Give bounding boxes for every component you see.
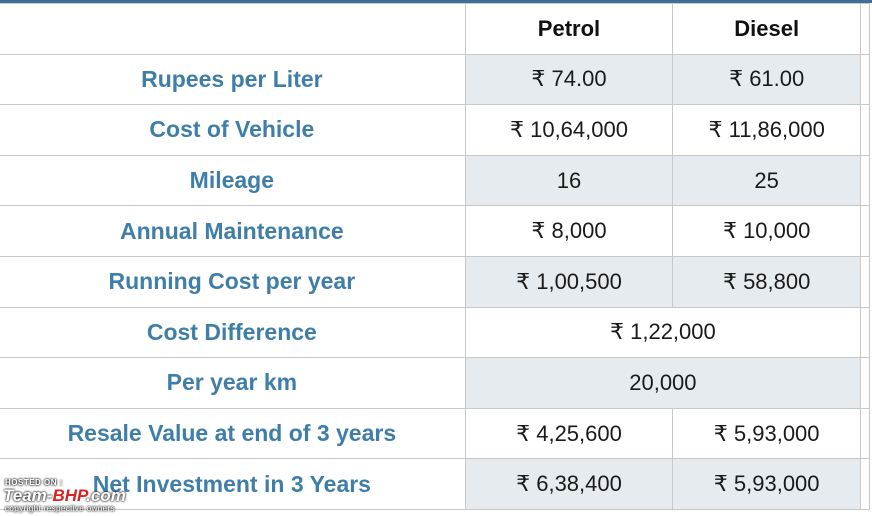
edge-cell [860,3,870,55]
fuel-comparison-table: Petrol Diesel Rupees per Liter ₹ 74.00 ₹… [0,3,870,510]
row-label: Running Cost per year [0,255,466,308]
top-border-bar [0,0,872,3]
table-row: Cost of Vehicle ₹ 10,64,000 ₹ 11,86,000 [0,104,870,156]
petrol-value: ₹ 10,64,000 [464,104,674,156]
edge-cell [860,255,870,308]
row-label: Resale Value at end of 3 years [0,407,466,460]
edge-cell [860,53,870,106]
watermark-hosted-on: HOSTED ON : [5,478,63,487]
diesel-value: ₹ 10,000 [672,205,862,257]
table-row: Rupees per Liter ₹ 74.00 ₹ 61.00 [0,53,870,106]
table-row: Resale Value at end of 3 years ₹ 4,25,60… [0,407,870,460]
team-bhp-watermark: HOSTED ON : Team-BHP.com copyright respe… [3,478,198,514]
diesel-value: ₹ 5,93,000 [672,458,862,510]
table-row: Running Cost per year ₹ 1,00,500 ₹ 58,80… [0,255,870,308]
petrol-value: ₹ 1,00,500 [464,255,674,308]
edge-cell [860,458,870,510]
diesel-value: 25 [672,154,862,207]
row-label: Rupees per Liter [0,53,466,106]
diesel-value: ₹ 58,800 [672,255,862,308]
petrol-value: ₹ 4,25,600 [464,407,674,460]
diesel-value: ₹ 61.00 [672,53,862,106]
table-row: Cost Difference ₹ 1,22,000 [0,306,870,359]
header-petrol: Petrol [464,3,674,55]
row-label: Mileage [0,154,466,207]
header-corner-cell [0,3,466,55]
petrol-value: ₹ 8,000 [464,205,674,257]
watermark-logo-bhp: BHP [52,486,87,505]
petrol-value: 16 [464,154,674,207]
merged-value: 20,000 [464,357,862,409]
edge-cell [860,104,870,156]
edge-cell [860,357,870,409]
petrol-value: ₹ 6,38,400 [464,458,674,510]
watermark-logo-team: Team- [3,486,53,505]
merged-value: ₹ 1,22,000 [464,306,862,359]
petrol-value: ₹ 74.00 [464,53,674,106]
header-diesel: Diesel [672,3,862,55]
table-row: Net Investment in 3 Years ₹ 6,38,400 ₹ 5… [0,458,870,510]
row-label: Cost Difference [0,306,466,359]
edge-cell [860,205,870,257]
row-label: Annual Maintenance [0,205,466,257]
watermark-logo: Team-BHP.com [3,486,126,506]
table-header-row: Petrol Diesel [0,3,870,55]
diesel-value: ₹ 11,86,000 [672,104,862,156]
watermark-copyright: copyright respective owners [5,504,115,513]
table-row: Mileage 16 25 [0,154,870,207]
row-label: Per year km [0,357,466,409]
row-label: Cost of Vehicle [0,104,466,156]
table-row: Annual Maintenance ₹ 8,000 ₹ 10,000 [0,205,870,257]
watermark-logo-com: .com [86,486,126,505]
row-label: Net Investment in 3 Years [0,458,466,510]
diesel-value: ₹ 5,93,000 [672,407,862,460]
table-row: Per year km 20,000 [0,357,870,409]
edge-cell [860,407,870,460]
edge-cell [860,306,870,359]
edge-cell [860,154,870,207]
